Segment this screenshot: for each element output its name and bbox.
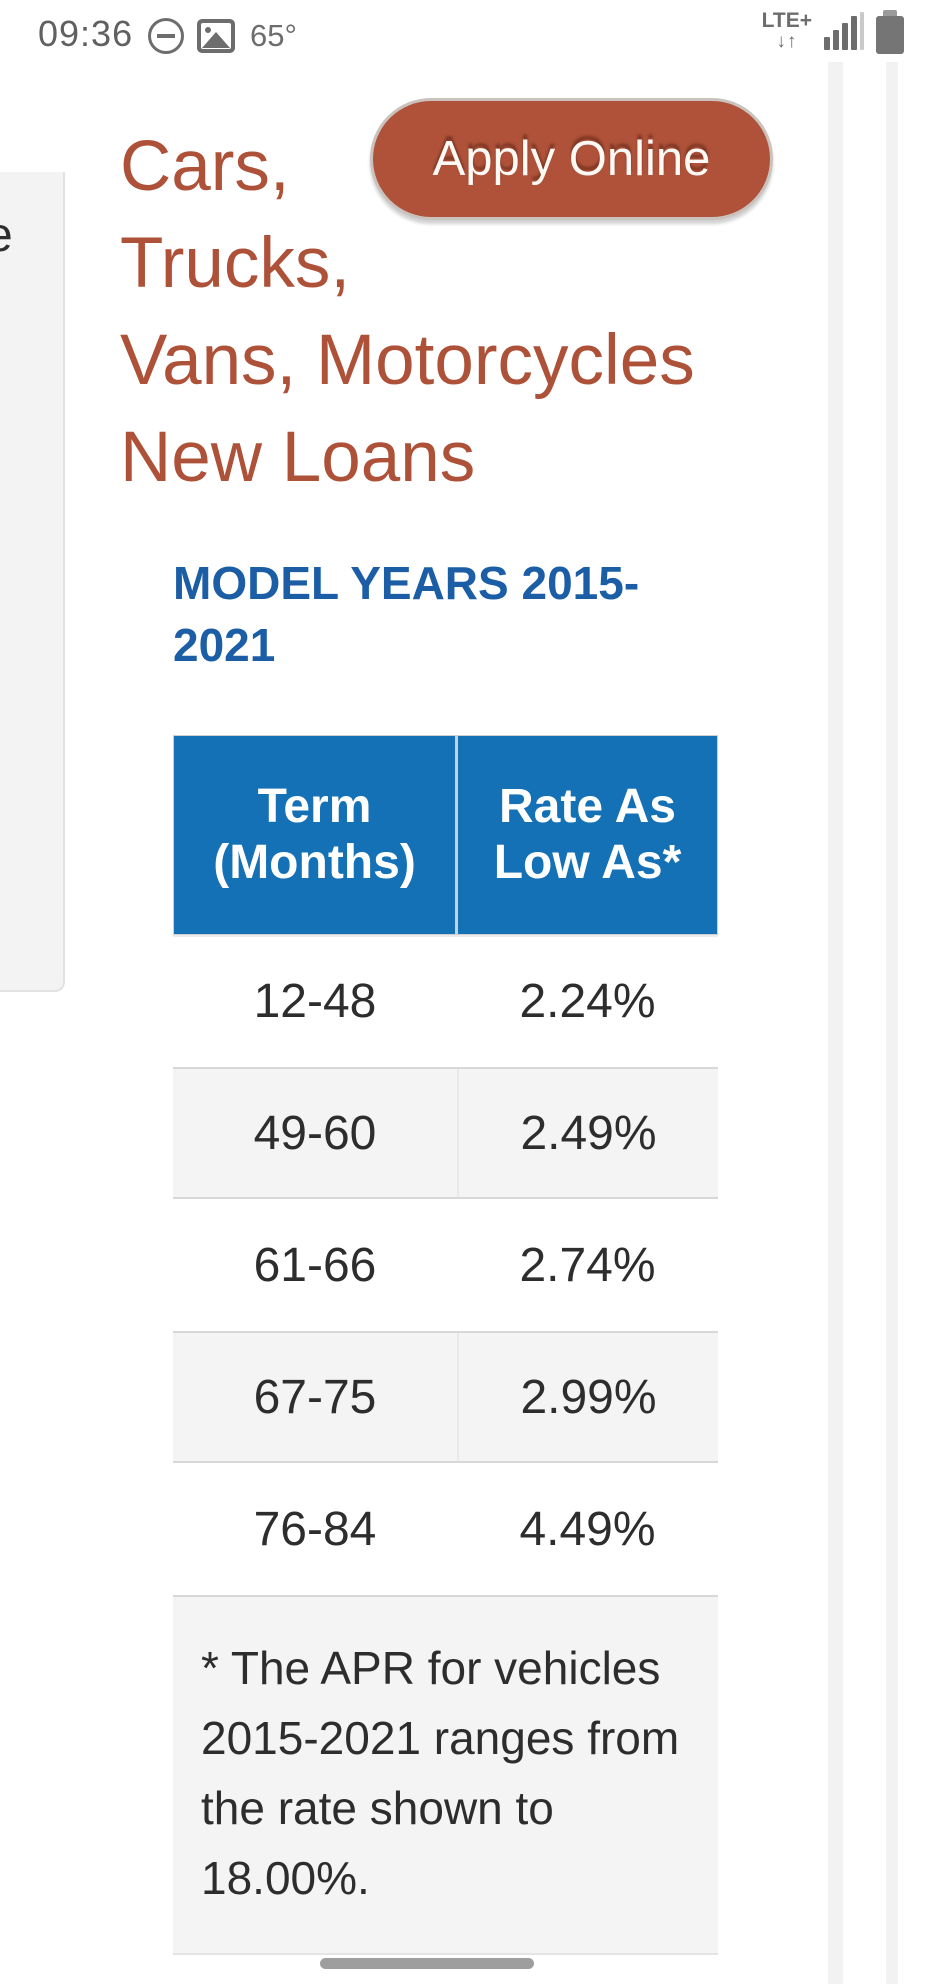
collapsed-side-menu-panel[interactable]: e: [0, 172, 65, 992]
photo-notification-icon: [197, 19, 235, 53]
term-value: 49-60: [253, 1106, 377, 1160]
column-header-term: Term (Months): [174, 736, 458, 934]
table-row: 12-48 2.24%: [173, 935, 718, 1067]
term-value: 61-66: [253, 1238, 377, 1292]
page-edge-strip: [828, 62, 843, 1984]
model-years-heading-line: MODEL YEARS 2015-: [173, 557, 640, 609]
column-header-rate: Rate As Low As*: [493, 780, 682, 889]
rate-value: 2.24%: [519, 974, 656, 1028]
table-row: 67-75 2.99%: [173, 1331, 718, 1463]
cutoff-menu-text: e: [0, 208, 13, 263]
term-value: 67-75: [253, 1370, 377, 1424]
page-title-line: New Loans: [120, 418, 476, 497]
table-row: 76-84 4.49%: [173, 1463, 718, 1595]
table-header-row: Term (Months) Rate As Low As*: [173, 735, 718, 935]
page-title: Cars, Trucks, Vans, Motorcycles New Loan…: [120, 118, 695, 506]
apply-online-button[interactable]: Apply Online: [370, 98, 773, 220]
page-title-line: Cars,: [120, 127, 290, 206]
term-value: 76-84: [253, 1502, 377, 1556]
do-not-disturb-icon: [148, 18, 184, 54]
rate-value: 4.49%: [519, 1502, 656, 1556]
apr-footnote: * The APR for vehicles 2015-2021 ranges …: [201, 1642, 680, 1904]
battery-icon: [876, 10, 904, 54]
page-title-line: Vans, Motorcycles: [120, 321, 695, 400]
model-years-heading: MODEL YEARS 2015- 2021: [173, 552, 639, 676]
signal-strength-icon: [824, 10, 864, 50]
table-row: 49-60 2.49%: [173, 1067, 718, 1199]
android-status-bar: 09:36 65° LTE+ ↓↑: [0, 0, 940, 62]
rate-value: 2.99%: [457, 1333, 718, 1461]
vertical-scrollbar-track[interactable]: [886, 62, 898, 1984]
table-row: 61-66 2.74%: [173, 1199, 718, 1331]
table-footnote-row: * The APR for vehicles 2015-2021 ranges …: [173, 1595, 718, 1955]
status-clock: 09:36: [38, 13, 134, 54]
data-transfer-arrows-icon: ↓↑: [776, 31, 798, 52]
rate-value: 2.74%: [519, 1238, 656, 1292]
model-years-heading-line: 2021: [173, 619, 276, 671]
weather-temperature: 65°: [250, 18, 297, 53]
rate-value: 2.49%: [457, 1069, 718, 1197]
loan-rates-table: Term (Months) Rate As Low As* 12-48 2.24…: [173, 735, 718, 1955]
page-title-line: Trucks,: [120, 224, 351, 303]
term-value: 12-48: [253, 974, 377, 1028]
horizontal-scrollbar-thumb[interactable]: [320, 1958, 534, 1969]
network-type-indicator: LTE+ ↓↑: [761, 9, 812, 52]
